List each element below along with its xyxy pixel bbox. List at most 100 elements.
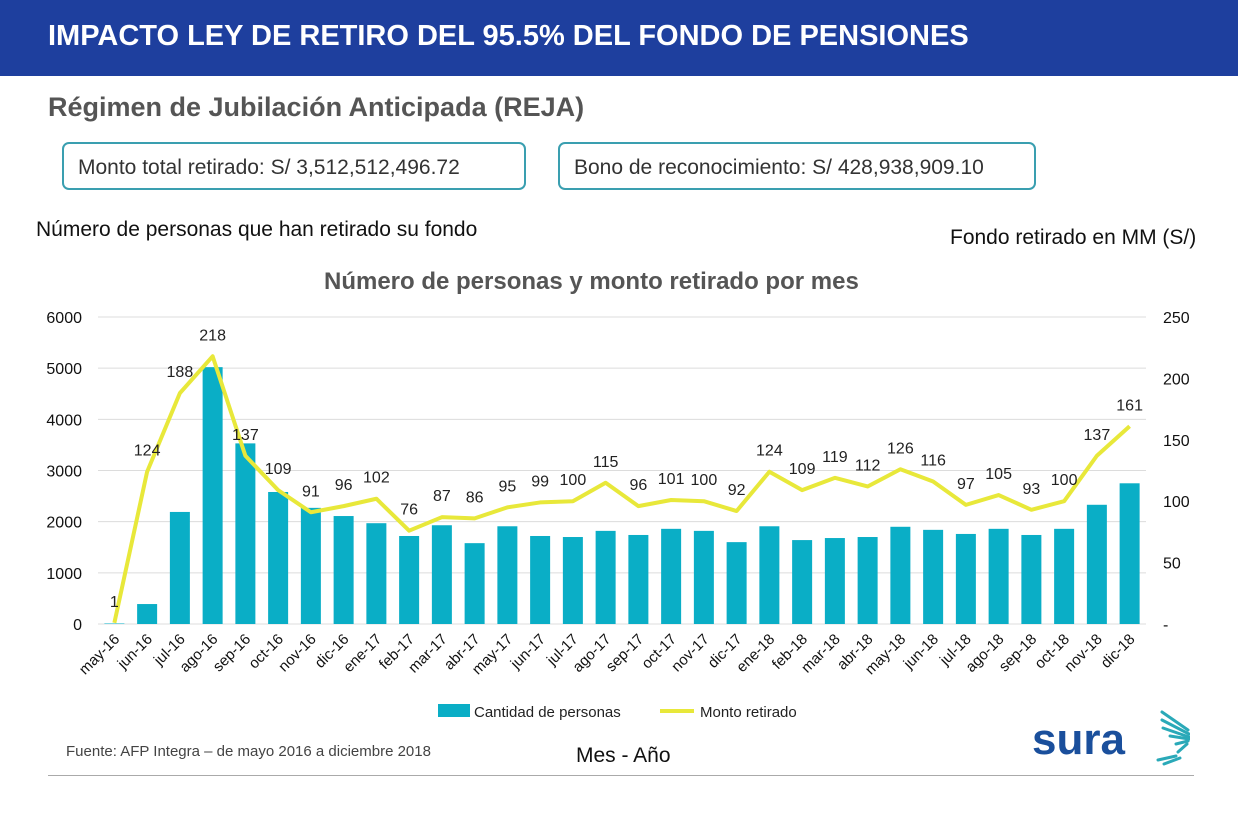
bar xyxy=(955,533,976,624)
y2-tick-label: 250 xyxy=(1163,310,1190,327)
y2-tick-label: 150 xyxy=(1163,433,1190,450)
bar xyxy=(562,537,583,624)
y-tick-label: 0 xyxy=(73,617,82,634)
line-series xyxy=(112,354,1131,624)
bar xyxy=(628,534,649,624)
bar xyxy=(595,530,616,624)
data-label: 101 xyxy=(658,471,685,488)
data-label: 124 xyxy=(756,443,783,460)
bar xyxy=(169,511,190,624)
data-label: 109 xyxy=(789,461,816,478)
bar xyxy=(923,529,944,624)
bar xyxy=(988,528,1009,624)
x-tick-label: sep-16 xyxy=(210,631,254,675)
bar xyxy=(268,491,289,624)
bar xyxy=(857,537,878,624)
bar xyxy=(333,516,354,624)
data-label: 100 xyxy=(560,472,587,489)
x-tick-label: dic-18 xyxy=(1098,631,1139,672)
y-tick-label: 2000 xyxy=(46,515,82,532)
data-label: 93 xyxy=(1022,481,1040,498)
y-tick-label: 5000 xyxy=(46,361,82,378)
bar xyxy=(431,525,452,624)
y2-tick-label: 200 xyxy=(1163,371,1190,388)
legend-bar-swatch xyxy=(438,704,470,717)
y2-tick-label: - xyxy=(1163,617,1168,634)
svg-text:sura: sura xyxy=(1032,715,1125,764)
data-label: 91 xyxy=(302,483,320,500)
subtitle: Régimen de Jubilación Anticipada (REJA) xyxy=(48,92,585,122)
bar xyxy=(104,623,125,624)
data-label: 100 xyxy=(691,472,718,489)
data-label: 188 xyxy=(167,364,194,381)
data-label: 1 xyxy=(110,594,119,611)
bar xyxy=(890,526,911,624)
data-label: 97 xyxy=(957,476,975,493)
bar xyxy=(530,535,551,624)
bar xyxy=(366,523,387,624)
bar xyxy=(464,543,485,624)
recognition-bond-box: Bono de reconocimiento: S/ 428,938,909.1… xyxy=(558,142,1036,190)
y-tick-label: 6000 xyxy=(46,310,82,327)
y-axis-left-label: Número de personas que han retirado su f… xyxy=(36,218,478,241)
data-label: 115 xyxy=(593,454,619,471)
bar xyxy=(497,526,518,624)
header-bar: IMPACTO LEY DE RETIRO DEL 95.5% DEL FOND… xyxy=(0,0,1238,76)
data-label: 92 xyxy=(728,482,746,499)
source-note: Fuente: AFP Integra – de mayo 2016 a dic… xyxy=(66,743,431,760)
y-tick-label: 1000 xyxy=(46,566,82,583)
data-label: 102 xyxy=(363,470,390,487)
bar xyxy=(202,367,223,624)
data-label: 105 xyxy=(985,466,1012,483)
data-label: 119 xyxy=(822,449,848,466)
chart-title: Número de personas y monto retirado por … xyxy=(324,268,859,295)
x-tick-label: jun-17 xyxy=(507,631,549,673)
data-label: 109 xyxy=(265,461,292,478)
x-tick-label: jun-16 xyxy=(114,631,156,673)
data-label: 87 xyxy=(433,488,451,505)
bar xyxy=(300,507,321,624)
data-label: 124 xyxy=(134,443,161,460)
y-axis-right-label: Fondo retirado en MM (S/) xyxy=(950,226,1197,249)
legend-line-label: Monto retirado xyxy=(700,704,797,721)
bar xyxy=(137,604,158,624)
data-label: 218 xyxy=(199,327,226,344)
x-tick-label: may-16 xyxy=(76,631,123,678)
data-label: 112 xyxy=(855,457,881,474)
bar xyxy=(726,542,747,624)
bar xyxy=(399,535,420,624)
y-tick-label: 3000 xyxy=(46,464,82,481)
data-label: 86 xyxy=(466,489,484,506)
x-tick-label: sep-18 xyxy=(996,631,1040,675)
legend-bar-label: Cantidad de personas xyxy=(474,704,621,721)
data-label: 99 xyxy=(531,473,549,490)
x-tick-label: sep-17 xyxy=(603,631,647,675)
data-label: 95 xyxy=(498,478,516,495)
bar xyxy=(661,528,682,624)
bar xyxy=(235,443,256,624)
page-title: IMPACTO LEY DE RETIRO DEL 95.5% DEL FOND… xyxy=(48,20,969,52)
sura-logo: sura xyxy=(1032,710,1190,766)
x-axis-label: Mes - Año xyxy=(576,744,671,767)
data-label: 100 xyxy=(1051,472,1078,489)
y2-tick-label: 50 xyxy=(1163,556,1181,573)
x-tick-label: nov-16 xyxy=(275,631,319,675)
data-label: 76 xyxy=(400,502,418,519)
divider xyxy=(48,775,1194,776)
x-tick-label: nov-17 xyxy=(668,631,712,675)
y-tick-label: 4000 xyxy=(46,412,82,429)
total-withdrawn-box: Monto total retirado: S/ 3,512,512,496.7… xyxy=(62,142,526,190)
data-label: 96 xyxy=(629,477,647,494)
data-label: 126 xyxy=(887,440,914,457)
bar xyxy=(759,526,780,624)
x-tick-label: jun-18 xyxy=(900,631,942,673)
data-label: 161 xyxy=(1116,397,1143,414)
bar xyxy=(824,538,845,624)
bar xyxy=(1054,528,1075,624)
bar xyxy=(792,540,813,624)
bar xyxy=(1119,483,1140,624)
data-label: 137 xyxy=(1084,427,1111,444)
x-tick-label: nov-18 xyxy=(1061,631,1105,675)
bar xyxy=(693,530,714,624)
